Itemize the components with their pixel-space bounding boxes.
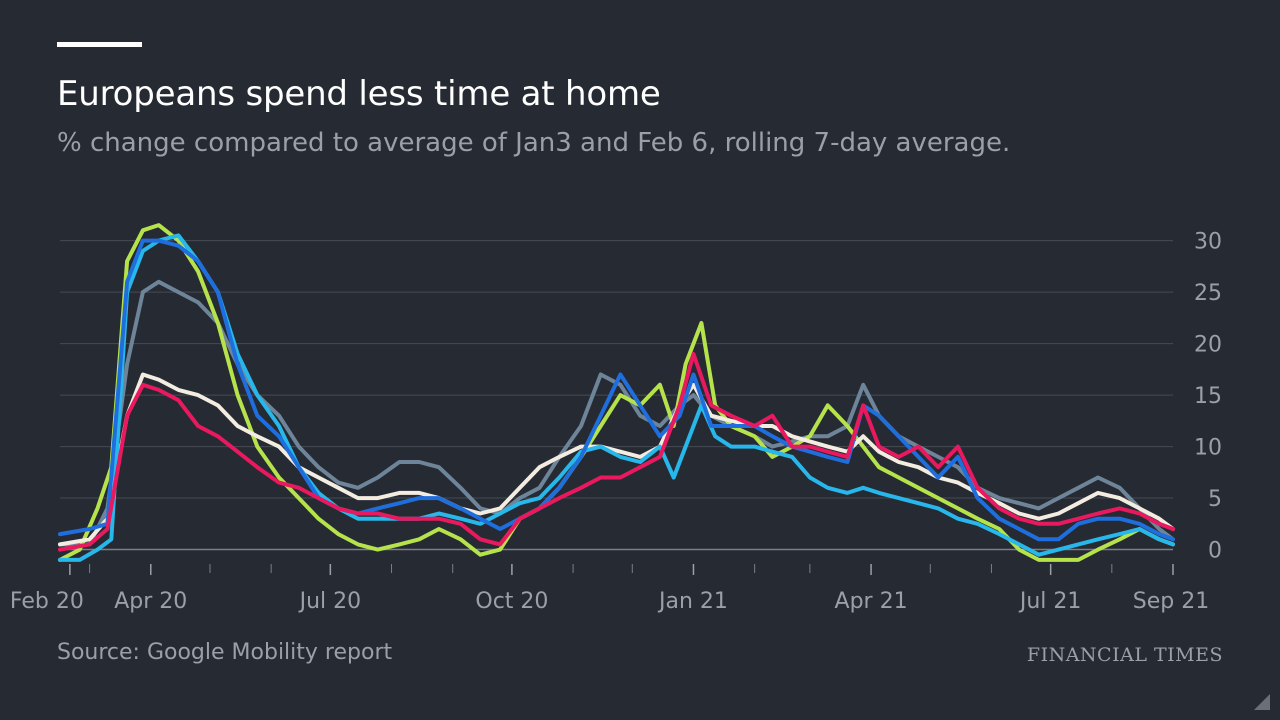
title-accent-bar	[57, 42, 142, 47]
x-tick-label: Jul 21	[1018, 589, 1082, 614]
y-axis-ticks: 0 5 10 15 20 25 30	[1194, 230, 1222, 564]
grid-lines	[60, 240, 1173, 551]
x-tick-label: Apr 21	[835, 589, 908, 614]
resize-corner-icon	[1254, 694, 1270, 710]
brand-wordmark: FINANCIAL TIMES	[1026, 644, 1223, 666]
chart-subtitle: % change compared to average of Jan3 and…	[57, 128, 1011, 158]
x-axis: Feb 20 Apr 20 Jul 20 Oct 20 Jan 21 Apr 21 Jul …	[10, 564, 1209, 614]
y-tick-label: 15	[1194, 384, 1222, 409]
y-tick-label: 30	[1194, 230, 1222, 255]
series-line-5	[58, 238, 1175, 542]
x-tick-label: Oct 20	[475, 589, 548, 614]
chart-title: Europeans spend less time at home	[57, 74, 661, 114]
series-lines	[58, 223, 1175, 562]
series-line-2	[58, 223, 1175, 562]
series-line-6	[58, 351, 1175, 552]
x-tick-label: Feb 20	[10, 589, 84, 614]
y-tick-label: 20	[1194, 333, 1222, 358]
x-tick-label: Jan 21	[657, 589, 728, 614]
source-note: Source: Google Mobility report	[57, 640, 393, 665]
y-tick-label: 25	[1194, 281, 1222, 306]
line-chart: 0 5 10 15 20 25 30 Feb 20 Apr 20 Jul 20 Oct 20 Jan…	[10, 223, 1222, 614]
y-tick-label: 0	[1208, 539, 1222, 564]
x-tick-label: Apr 20	[114, 589, 187, 614]
series-line-4	[58, 233, 1175, 562]
y-tick-label: 10	[1194, 436, 1222, 461]
x-tick-label: Sep 21	[1133, 589, 1209, 614]
x-tick-label: Jul 20	[298, 589, 362, 614]
y-tick-label: 5	[1208, 487, 1222, 512]
